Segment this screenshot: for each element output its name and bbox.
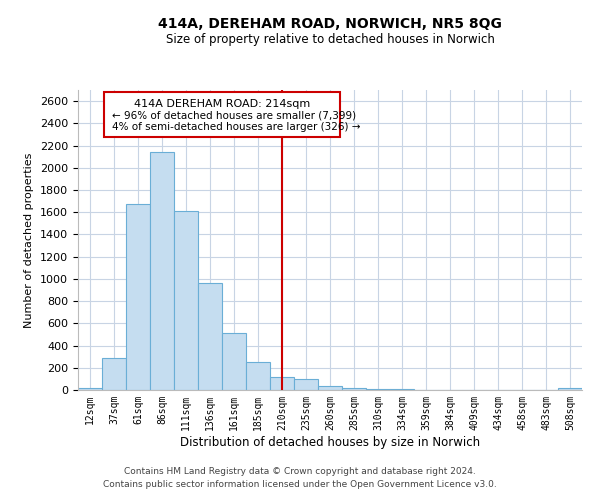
Text: 414A, DEREHAM ROAD, NORWICH, NR5 8QG: 414A, DEREHAM ROAD, NORWICH, NR5 8QG [158,18,502,32]
Bar [246,362,270,390]
Bar [150,152,174,390]
Text: Contains HM Land Registry data © Crown copyright and database right 2024.: Contains HM Land Registry data © Crown c… [124,467,476,476]
Bar [126,204,150,390]
Text: 414A DEREHAM ROAD: 214sqm: 414A DEREHAM ROAD: 214sqm [134,99,310,109]
Bar [294,379,318,390]
Bar [198,284,222,390]
Bar [174,211,198,390]
Text: Size of property relative to detached houses in Norwich: Size of property relative to detached ho… [166,32,494,46]
FancyBboxPatch shape [104,92,340,136]
Bar [318,386,342,390]
Y-axis label: Number of detached properties: Number of detached properties [25,152,34,328]
Text: 4% of semi-detached houses are larger (326) →: 4% of semi-detached houses are larger (3… [112,122,360,132]
X-axis label: Distribution of detached houses by size in Norwich: Distribution of detached houses by size … [180,436,480,448]
Bar [270,376,294,390]
Text: Contains public sector information licensed under the Open Government Licence v3: Contains public sector information licen… [103,480,497,489]
Text: ← 96% of detached houses are smaller (7,399): ← 96% of detached houses are smaller (7,… [112,110,356,120]
Bar [222,334,246,390]
Bar [102,358,126,390]
Bar [78,388,102,390]
Bar [558,388,582,390]
Bar [342,388,366,390]
